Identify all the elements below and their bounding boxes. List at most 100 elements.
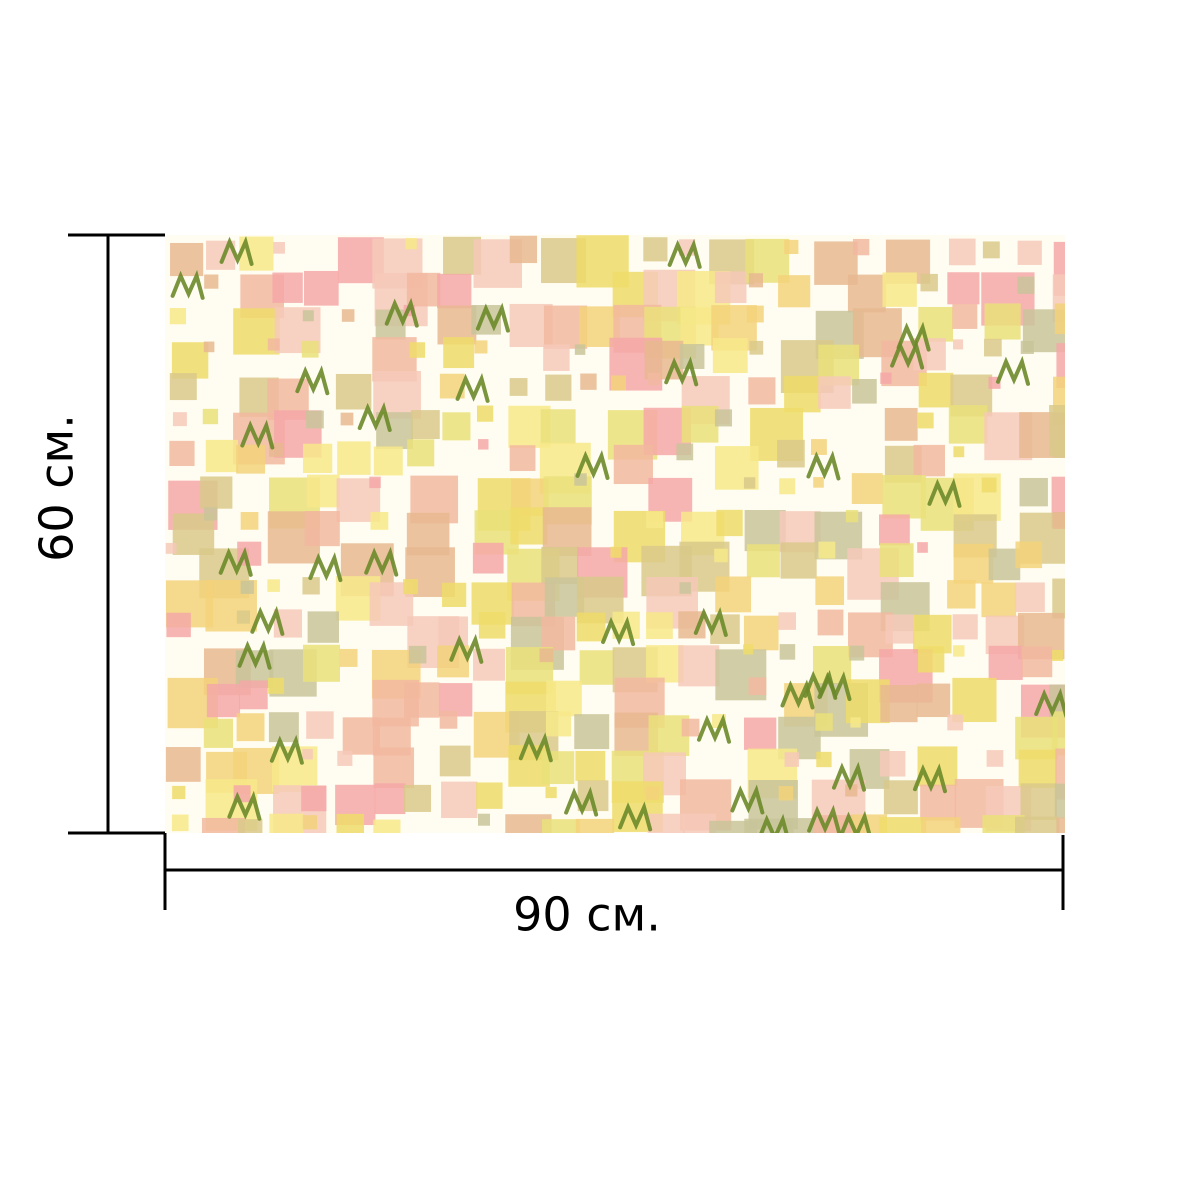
pattern-square bbox=[237, 819, 263, 833]
pattern-square bbox=[376, 412, 414, 450]
pattern-square bbox=[879, 514, 910, 546]
pattern-square bbox=[407, 439, 435, 467]
pattern-square bbox=[204, 274, 219, 289]
pattern-square bbox=[948, 405, 988, 444]
pattern-square bbox=[169, 373, 197, 401]
pattern-square bbox=[845, 509, 859, 523]
pattern-square bbox=[845, 784, 858, 797]
pattern-square bbox=[165, 747, 201, 782]
pattern-square bbox=[575, 818, 615, 833]
pattern-square bbox=[543, 344, 570, 371]
pattern-square bbox=[883, 780, 918, 815]
pattern-square bbox=[743, 644, 754, 655]
pattern-square bbox=[306, 410, 324, 429]
pattern-square bbox=[302, 644, 340, 682]
pattern-motif bbox=[227, 790, 262, 821]
pattern-square bbox=[852, 378, 877, 404]
pattern-square bbox=[301, 785, 327, 812]
pattern-square bbox=[982, 815, 1025, 833]
pattern-square bbox=[476, 782, 503, 809]
pattern-square bbox=[813, 477, 824, 488]
pattern-square bbox=[267, 579, 280, 592]
pattern-square bbox=[1020, 340, 1034, 354]
pattern-square bbox=[981, 582, 1017, 618]
pattern-motif bbox=[1034, 688, 1065, 718]
pattern-square bbox=[815, 713, 833, 731]
pattern-square bbox=[918, 646, 945, 673]
pattern-square bbox=[879, 817, 927, 833]
pattern-square bbox=[472, 542, 504, 574]
pattern-square bbox=[166, 612, 191, 638]
fabric-pattern bbox=[165, 235, 1065, 833]
pattern-square bbox=[339, 648, 358, 667]
pattern-square bbox=[337, 750, 353, 766]
pattern-square bbox=[477, 813, 491, 826]
pattern-square bbox=[1052, 578, 1065, 619]
pattern-square bbox=[948, 238, 976, 266]
pattern-square bbox=[678, 645, 720, 687]
pattern-square bbox=[953, 446, 965, 458]
pattern-square bbox=[236, 713, 265, 742]
pattern-motif bbox=[839, 810, 872, 833]
pattern-square bbox=[986, 750, 1004, 767]
pattern-motif bbox=[170, 269, 205, 300]
pattern-square bbox=[169, 440, 195, 467]
pattern-square bbox=[982, 241, 1000, 259]
pattern-square bbox=[1053, 241, 1065, 296]
pattern-square bbox=[952, 614, 978, 640]
pattern-square bbox=[546, 680, 582, 717]
pattern-square bbox=[811, 439, 827, 455]
pattern-square bbox=[170, 242, 204, 277]
pattern-motif bbox=[218, 546, 253, 577]
pattern-square bbox=[646, 612, 673, 639]
pattern-square bbox=[647, 372, 661, 386]
pattern-square bbox=[714, 409, 733, 427]
pattern-square bbox=[509, 445, 536, 472]
pattern-square bbox=[545, 786, 557, 799]
pattern-square bbox=[743, 717, 777, 750]
pattern-square bbox=[880, 684, 918, 723]
pattern-square bbox=[852, 238, 870, 256]
pattern-motif bbox=[807, 804, 842, 833]
pattern-motif bbox=[449, 633, 484, 664]
pattern-square bbox=[1015, 816, 1060, 833]
pattern-square bbox=[236, 444, 266, 474]
pattern-square bbox=[1018, 749, 1057, 788]
pattern-motif bbox=[995, 355, 1030, 386]
pattern-square bbox=[1056, 343, 1065, 389]
pattern-square bbox=[682, 813, 717, 833]
pattern-square bbox=[610, 375, 626, 391]
pattern-square bbox=[302, 748, 313, 760]
pattern-square bbox=[172, 785, 186, 800]
pattern-square bbox=[406, 272, 441, 307]
pattern-square bbox=[716, 509, 743, 537]
pattern-square bbox=[778, 612, 796, 630]
pattern-motif bbox=[927, 477, 962, 508]
pattern-square bbox=[200, 476, 233, 509]
pattern-square bbox=[1052, 649, 1064, 661]
pattern-square bbox=[476, 405, 494, 422]
pattern-square bbox=[478, 612, 506, 639]
pattern-square bbox=[1051, 711, 1065, 756]
pattern-square bbox=[947, 272, 980, 305]
pattern-square bbox=[984, 338, 1002, 357]
width-label: 90 см. bbox=[513, 888, 661, 942]
pattern-square bbox=[748, 677, 767, 696]
pattern-square bbox=[236, 610, 250, 624]
pattern-square bbox=[647, 813, 685, 833]
pattern-square bbox=[714, 548, 728, 563]
pattern-square bbox=[443, 337, 475, 369]
pattern-motif bbox=[384, 297, 419, 328]
pattern-square bbox=[539, 648, 554, 663]
pattern-motif bbox=[890, 339, 925, 370]
pattern-square bbox=[204, 507, 218, 521]
pattern-motif bbox=[696, 713, 731, 744]
pattern-square bbox=[947, 580, 976, 609]
pattern-square bbox=[405, 238, 417, 250]
pattern-square bbox=[953, 339, 964, 350]
pattern-square bbox=[714, 271, 747, 304]
pattern-square bbox=[408, 645, 427, 664]
pattern-motif bbox=[269, 734, 304, 765]
pattern-square bbox=[206, 683, 241, 718]
